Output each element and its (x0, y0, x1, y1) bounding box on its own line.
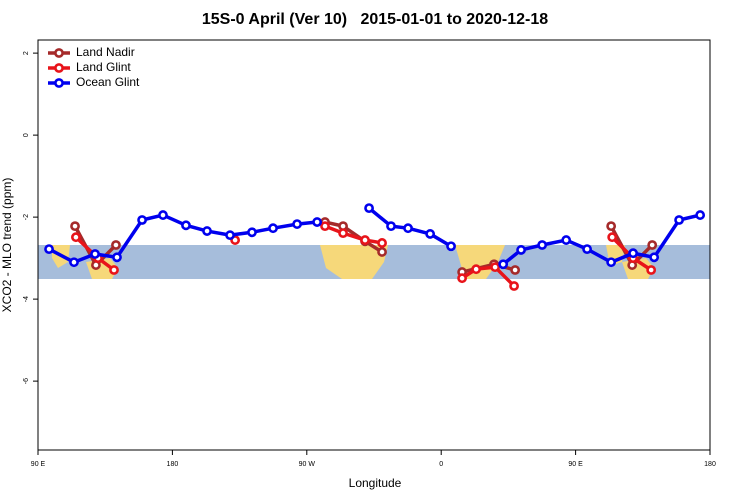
data-point (112, 252, 122, 263)
legend-marker (54, 78, 64, 88)
data-point (247, 227, 257, 238)
continent (320, 245, 388, 279)
data-point (292, 219, 302, 229)
data-point (607, 232, 618, 243)
data-point (446, 241, 456, 252)
data-point (510, 265, 521, 275)
series-line (324, 224, 383, 245)
legend-label: Land Glint (76, 60, 131, 74)
data-point (425, 229, 436, 239)
data-point (377, 238, 387, 248)
data-point (71, 232, 81, 243)
legend-marker (54, 63, 64, 73)
data-point (606, 257, 617, 268)
x-axis-label: Longitude (349, 476, 402, 490)
data-point (44, 244, 54, 254)
plot-frame (37, 39, 711, 451)
x-tick-label: 180 (167, 461, 179, 468)
data-point (225, 230, 235, 241)
data-point (360, 235, 370, 245)
data-point (498, 259, 509, 270)
data-point (109, 265, 119, 275)
series (71, 221, 657, 291)
data-point (312, 217, 323, 227)
data-point (403, 223, 413, 234)
data-point (516, 245, 526, 255)
data-point (386, 221, 396, 232)
data-point (647, 240, 658, 250)
data-point (70, 221, 80, 232)
series (44, 203, 706, 270)
data-point (471, 264, 482, 275)
data-point (181, 220, 191, 231)
data-point (561, 235, 572, 245)
y-tick-label: -6 (23, 378, 30, 384)
y-axis-label: XCO2 - MLO trend (ppm) (0, 178, 14, 313)
data-point (582, 244, 592, 254)
data-point (457, 273, 468, 284)
data-point (695, 210, 706, 220)
data-point (537, 240, 548, 250)
data-point (158, 210, 168, 220)
data-point (202, 226, 212, 236)
data-point (674, 215, 684, 225)
y-tick-label: -4 (23, 296, 30, 302)
data-point (606, 221, 617, 232)
x-tick-label: 180 (704, 461, 716, 468)
x-tick-label: 90 W (299, 461, 316, 468)
data-point (111, 240, 121, 250)
data-point (490, 262, 501, 273)
series-line (461, 265, 516, 288)
data-point (646, 265, 657, 275)
series-line (502, 213, 701, 266)
series-line (324, 220, 383, 254)
data-point (320, 221, 330, 232)
legend-label: Land Nadir (76, 45, 135, 59)
x-tick-label: 90 E (568, 461, 583, 468)
data-point (137, 215, 147, 225)
chart-title: 15S-0 April (Ver 10) 2015-01-01 to 2020-… (202, 11, 548, 28)
data-point (377, 247, 387, 257)
legend-marker (54, 48, 64, 58)
x-tick-label: 90 E (31, 461, 46, 468)
legend-label: Ocean Glint (76, 75, 140, 89)
data-point (364, 203, 374, 213)
y-tick-label: 0 (23, 133, 30, 137)
data-point (649, 252, 660, 263)
data-point (338, 228, 348, 239)
data-point (509, 281, 519, 291)
y-tick-label: 2 (23, 51, 30, 55)
data-point (69, 257, 79, 268)
data-point (268, 223, 278, 234)
data-point (90, 249, 100, 259)
x-tick-label: 0 (439, 461, 443, 468)
data-point (628, 248, 638, 259)
y-tick-label: -2 (23, 214, 30, 220)
